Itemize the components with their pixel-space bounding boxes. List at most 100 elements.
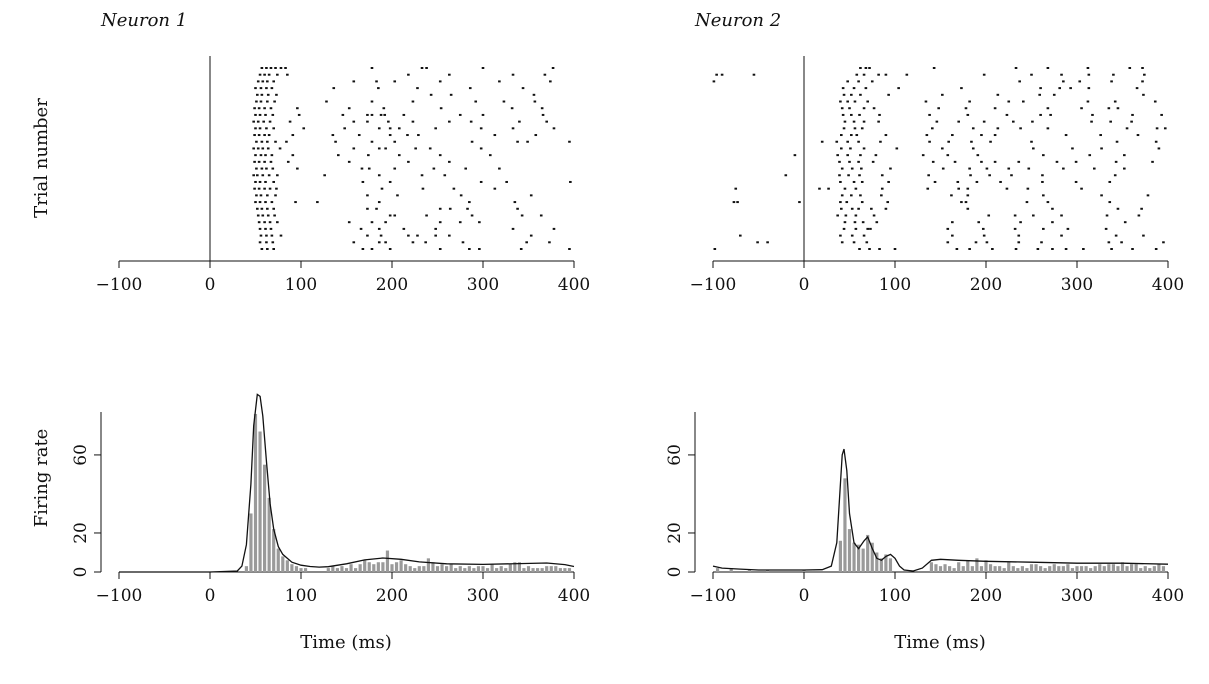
neuron2-rate-bar <box>802 570 806 572</box>
neuron1-rate-bar <box>417 566 421 572</box>
neuron2-raster-xtick-label: 100 <box>879 275 911 295</box>
neuron2-rate-bar <box>1061 566 1065 572</box>
neuron1-rate-bar <box>385 550 390 572</box>
neuron2-rate-bar <box>1125 566 1129 572</box>
neuron1-rate-bar <box>326 568 330 572</box>
neuron1-rate-bar <box>445 566 449 572</box>
neuron1-rate-bar <box>431 562 435 572</box>
neuron2-rate-bar <box>1148 568 1152 572</box>
neuron2-rate-bar <box>957 562 961 572</box>
neuron1-rate-xtick-label: 300 <box>467 586 499 606</box>
neuron1-rate-bar <box>376 562 380 572</box>
neuron1-raster-xtick-label: −100 <box>96 275 143 295</box>
neuron2-rate-smoothed-line <box>712 448 1169 572</box>
neuron2-rate-bar <box>766 570 770 572</box>
neuron1-rate-bar <box>363 560 367 572</box>
neuron1-rate-ytick-label: 60 <box>71 444 91 466</box>
neuron1-raster-xtick-label: 0 <box>205 275 216 295</box>
neuron1-rate-bar <box>558 568 562 572</box>
neuron1-rate-bar <box>526 566 531 572</box>
neuron1-rate-bar <box>440 564 444 572</box>
neuron1-raster-xtick-label: 200 <box>376 275 408 295</box>
neuron2-raster-panel: −100 0 100 200 300 400 <box>690 56 1184 295</box>
neuron2-rate-bar <box>888 558 893 572</box>
neuron2-rate-bar <box>1120 562 1125 572</box>
neuron1-rate-bar <box>340 566 344 572</box>
neuron1-rate-bar <box>258 431 262 572</box>
neuron1-rate-bar <box>449 564 453 572</box>
neuron1-rate-bar <box>467 566 471 572</box>
neuron1-raster-xtick-label: 400 <box>558 275 590 295</box>
neuron2-rate-bar <box>1134 564 1138 572</box>
neuron2-rate-xtick-label: 100 <box>879 586 911 606</box>
neuron2-rate-bar <box>1102 566 1106 572</box>
neuron1-rate-smoothed-line <box>119 393 575 573</box>
neuron2-rate-bar <box>1020 566 1024 572</box>
neuron1-rate-bar <box>367 562 371 572</box>
neuron1-rate-bar <box>253 413 258 572</box>
neuron1-rate-bar <box>272 529 276 572</box>
neuron2-rate-bar <box>879 558 883 572</box>
neuron1-rate-bar <box>508 564 512 572</box>
neuron1-title: Neuron 1 <box>100 10 187 31</box>
neuron2-rate-bar <box>1025 568 1029 572</box>
neuron1-xlabel: Time (ms) <box>300 632 392 653</box>
neuron1-rate-bar <box>267 497 271 572</box>
neuron1-rate-bar <box>476 566 481 572</box>
neuron2-rate-bar <box>1139 568 1143 572</box>
neuron1-raster-xtick-label: 100 <box>285 275 317 295</box>
neuron1-rate-bar <box>472 568 476 572</box>
neuron2-rate-bar <box>1107 564 1111 572</box>
neuron1-rate-bar <box>517 562 521 572</box>
neuron1-rate-bar <box>540 568 544 572</box>
neuron2-rate-bar <box>843 478 847 572</box>
neuron1-rate-bar <box>490 564 494 572</box>
neuron2-rate-bar <box>1084 566 1088 572</box>
neuron2-rate-bar <box>747 570 751 572</box>
neuron2-rate-bar <box>1161 566 1166 572</box>
neuron2-rate-bar <box>1057 566 1061 572</box>
neuron1-rate-bar <box>426 558 430 572</box>
neuron1-rate-ytick-label: 0 <box>71 567 91 578</box>
neuron2-rate-bar <box>857 544 861 572</box>
neuron1-rate-bar <box>399 560 403 572</box>
neuron2-rate-bar <box>1048 566 1052 572</box>
neuron1-rate-bar <box>495 568 499 572</box>
neuron1-rate-bar <box>263 464 267 572</box>
neuron1-rate-bar <box>513 562 517 572</box>
neuron2-rate-bar <box>948 566 952 572</box>
neuron2-rate-bar <box>1016 568 1020 572</box>
neuron2-rate-ytick-label: 20 <box>665 522 685 544</box>
neuron2-rate-bar <box>1066 564 1070 572</box>
neuron2-rate-bar <box>1007 562 1011 572</box>
neuron1-rate-bar <box>567 568 572 572</box>
neuron1-rate-bar <box>545 566 549 572</box>
neuron1-rate-bar <box>299 568 303 572</box>
neuron2-title: Neuron 2 <box>694 10 781 31</box>
neuron2-rate-xtick-label: −100 <box>690 586 737 606</box>
neuron1-rate-bar <box>458 566 462 572</box>
neuron1-rate-xtick-label: 0 <box>205 586 216 606</box>
neuron1-rate-bar <box>303 568 308 572</box>
neuron1-raster-panel: −100 0 100 200 300 400 <box>96 56 590 295</box>
neuron1-rate-bar <box>285 560 289 572</box>
neuron2-rate-bar <box>875 552 879 572</box>
neuron1-rate-bar <box>536 568 540 572</box>
neuron1-rate-bar <box>499 566 503 572</box>
neuron2-rate-bar <box>1034 564 1038 572</box>
neuron1-rate-bar <box>390 564 394 572</box>
neuron1-rate-bar <box>563 568 567 572</box>
neuron1-rate-bar <box>276 548 280 572</box>
neuron2-rate-bar <box>943 564 947 572</box>
neuron1-rate-bar <box>290 564 294 572</box>
neuron2-rate-bar <box>715 568 720 572</box>
neuron2-rate-ytick-label: 0 <box>665 567 685 578</box>
neuron2-rate-bar <box>1079 566 1084 572</box>
neuron2-raster-xtick-label: 200 <box>970 275 1002 295</box>
neuron2-rate-bar <box>884 554 888 572</box>
neuron2-rate-bar <box>929 562 933 572</box>
neuron1-rate-bar <box>408 566 412 572</box>
neuron1-rate-xtick-label: 200 <box>376 586 408 606</box>
neuron1-raster-xtick-label: 300 <box>467 275 499 295</box>
